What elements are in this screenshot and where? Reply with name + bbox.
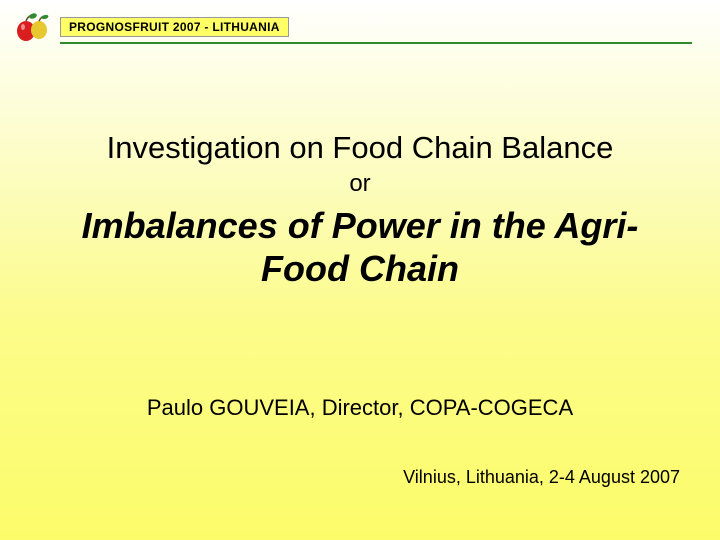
footer-location: Vilnius, Lithuania, 2-4 August 2007 [403, 467, 680, 488]
header-divider [60, 42, 692, 44]
header-label: PROGNOSFRUIT 2007 - LITHUANIA [60, 17, 289, 37]
title-main: Imbalances of Power in the Agri-Food Cha… [40, 204, 680, 290]
title-or: or [40, 170, 680, 198]
author-line: Paulo GOUVEIA, Director, COPA-COGECA [0, 395, 720, 421]
header-bar: PROGNOSFRUIT 2007 - LITHUANIA [14, 12, 692, 42]
header-label-text: PROGNOSFRUIT 2007 - LITHUANIA [69, 20, 280, 34]
fruit-logo-icon [14, 12, 54, 42]
title-subtitle: Investigation on Food Chain Balance [40, 130, 680, 166]
title-block: Investigation on Food Chain Balance or I… [0, 130, 720, 290]
